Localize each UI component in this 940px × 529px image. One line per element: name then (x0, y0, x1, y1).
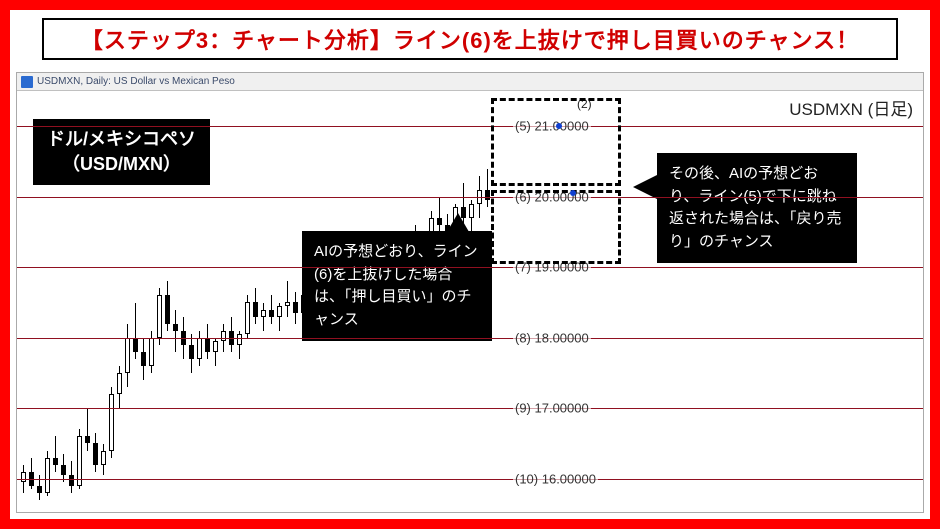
callout-1-arrow (444, 213, 472, 237)
dashed-box (491, 98, 621, 186)
candle (109, 387, 115, 458)
candle (285, 281, 291, 316)
candle (85, 408, 91, 450)
h-line (17, 126, 923, 127)
candle (253, 288, 259, 323)
candle (293, 292, 299, 324)
candle (213, 338, 219, 366)
candle (133, 303, 139, 359)
candle (29, 458, 35, 490)
candle (269, 295, 275, 323)
candle (173, 310, 179, 352)
candle (229, 317, 235, 352)
candle (53, 436, 59, 471)
candle (93, 433, 99, 472)
dashed-box (491, 190, 621, 264)
candle (141, 338, 147, 380)
candle (125, 324, 131, 387)
h-line (17, 408, 923, 409)
h-line (17, 479, 923, 480)
frame: 【ステップ3：チャート分析】ライン(6)を上抜けで押し目買いのチャンス！ USD… (0, 0, 940, 529)
title-banner: 【ステップ3：チャート分析】ライン(6)を上抜けで押し目買いのチャンス！ (42, 18, 898, 60)
candle (437, 197, 443, 232)
candle (197, 331, 203, 366)
h-line (17, 267, 923, 268)
candle (189, 334, 195, 373)
h-line-label: (8) 18.00000 (513, 330, 591, 345)
chart-icon (21, 76, 33, 88)
h-line (17, 197, 923, 198)
h-line (17, 338, 923, 339)
chart-body: USDMXN (日足) ドル/メキシコペソ （USD/MXN） AIの予想どおり… (17, 91, 923, 512)
callout-2: その後、AIの予想どおり、ライン(5)で下に跳ね返された場合は、「戻り売り」のチ… (657, 153, 857, 263)
h-line-label: (9) 17.00000 (513, 401, 591, 416)
pair-line1: ドル/メキシコペソ (47, 127, 196, 152)
title-text: 【ステップ3：チャート分析】ライン(6)を上抜けで押し目買いのチャンス！ (81, 23, 859, 55)
candle (101, 444, 107, 476)
h-line-label: (10) 16.00000 (513, 471, 598, 486)
candle (157, 288, 163, 344)
pair-box: ドル/メキシコペソ （USD/MXN） (33, 119, 210, 185)
callout-2-text: その後、AIの予想どおり、ライン(5)で下に跳ね返された場合は、「戻り売り」のチ… (669, 165, 842, 250)
candle (117, 366, 123, 408)
candle (277, 303, 283, 331)
candle (69, 461, 75, 493)
candle (77, 429, 83, 489)
chart-area: USDMXN, Daily: US Dollar vs Mexican Peso… (16, 72, 924, 513)
candle (165, 281, 171, 330)
candle (237, 331, 243, 359)
chart-header-text: USDMXN, Daily: US Dollar vs Mexican Peso (37, 76, 235, 87)
candle (205, 324, 211, 359)
candle (45, 451, 51, 497)
chart-header: USDMXN, Daily: US Dollar vs Mexican Peso (17, 73, 923, 91)
callout-1-text: AIの予想どおり、ライン(6)を上抜けした場合は、「押し目買い」のチャンス (314, 243, 478, 328)
callout-1: AIの予想どおり、ライン(6)を上抜けした場合は、「押し目買い」のチャンス (302, 231, 492, 341)
candle (245, 295, 251, 337)
pair-line2: （USD/MXN） (47, 152, 196, 177)
candle (261, 303, 267, 331)
